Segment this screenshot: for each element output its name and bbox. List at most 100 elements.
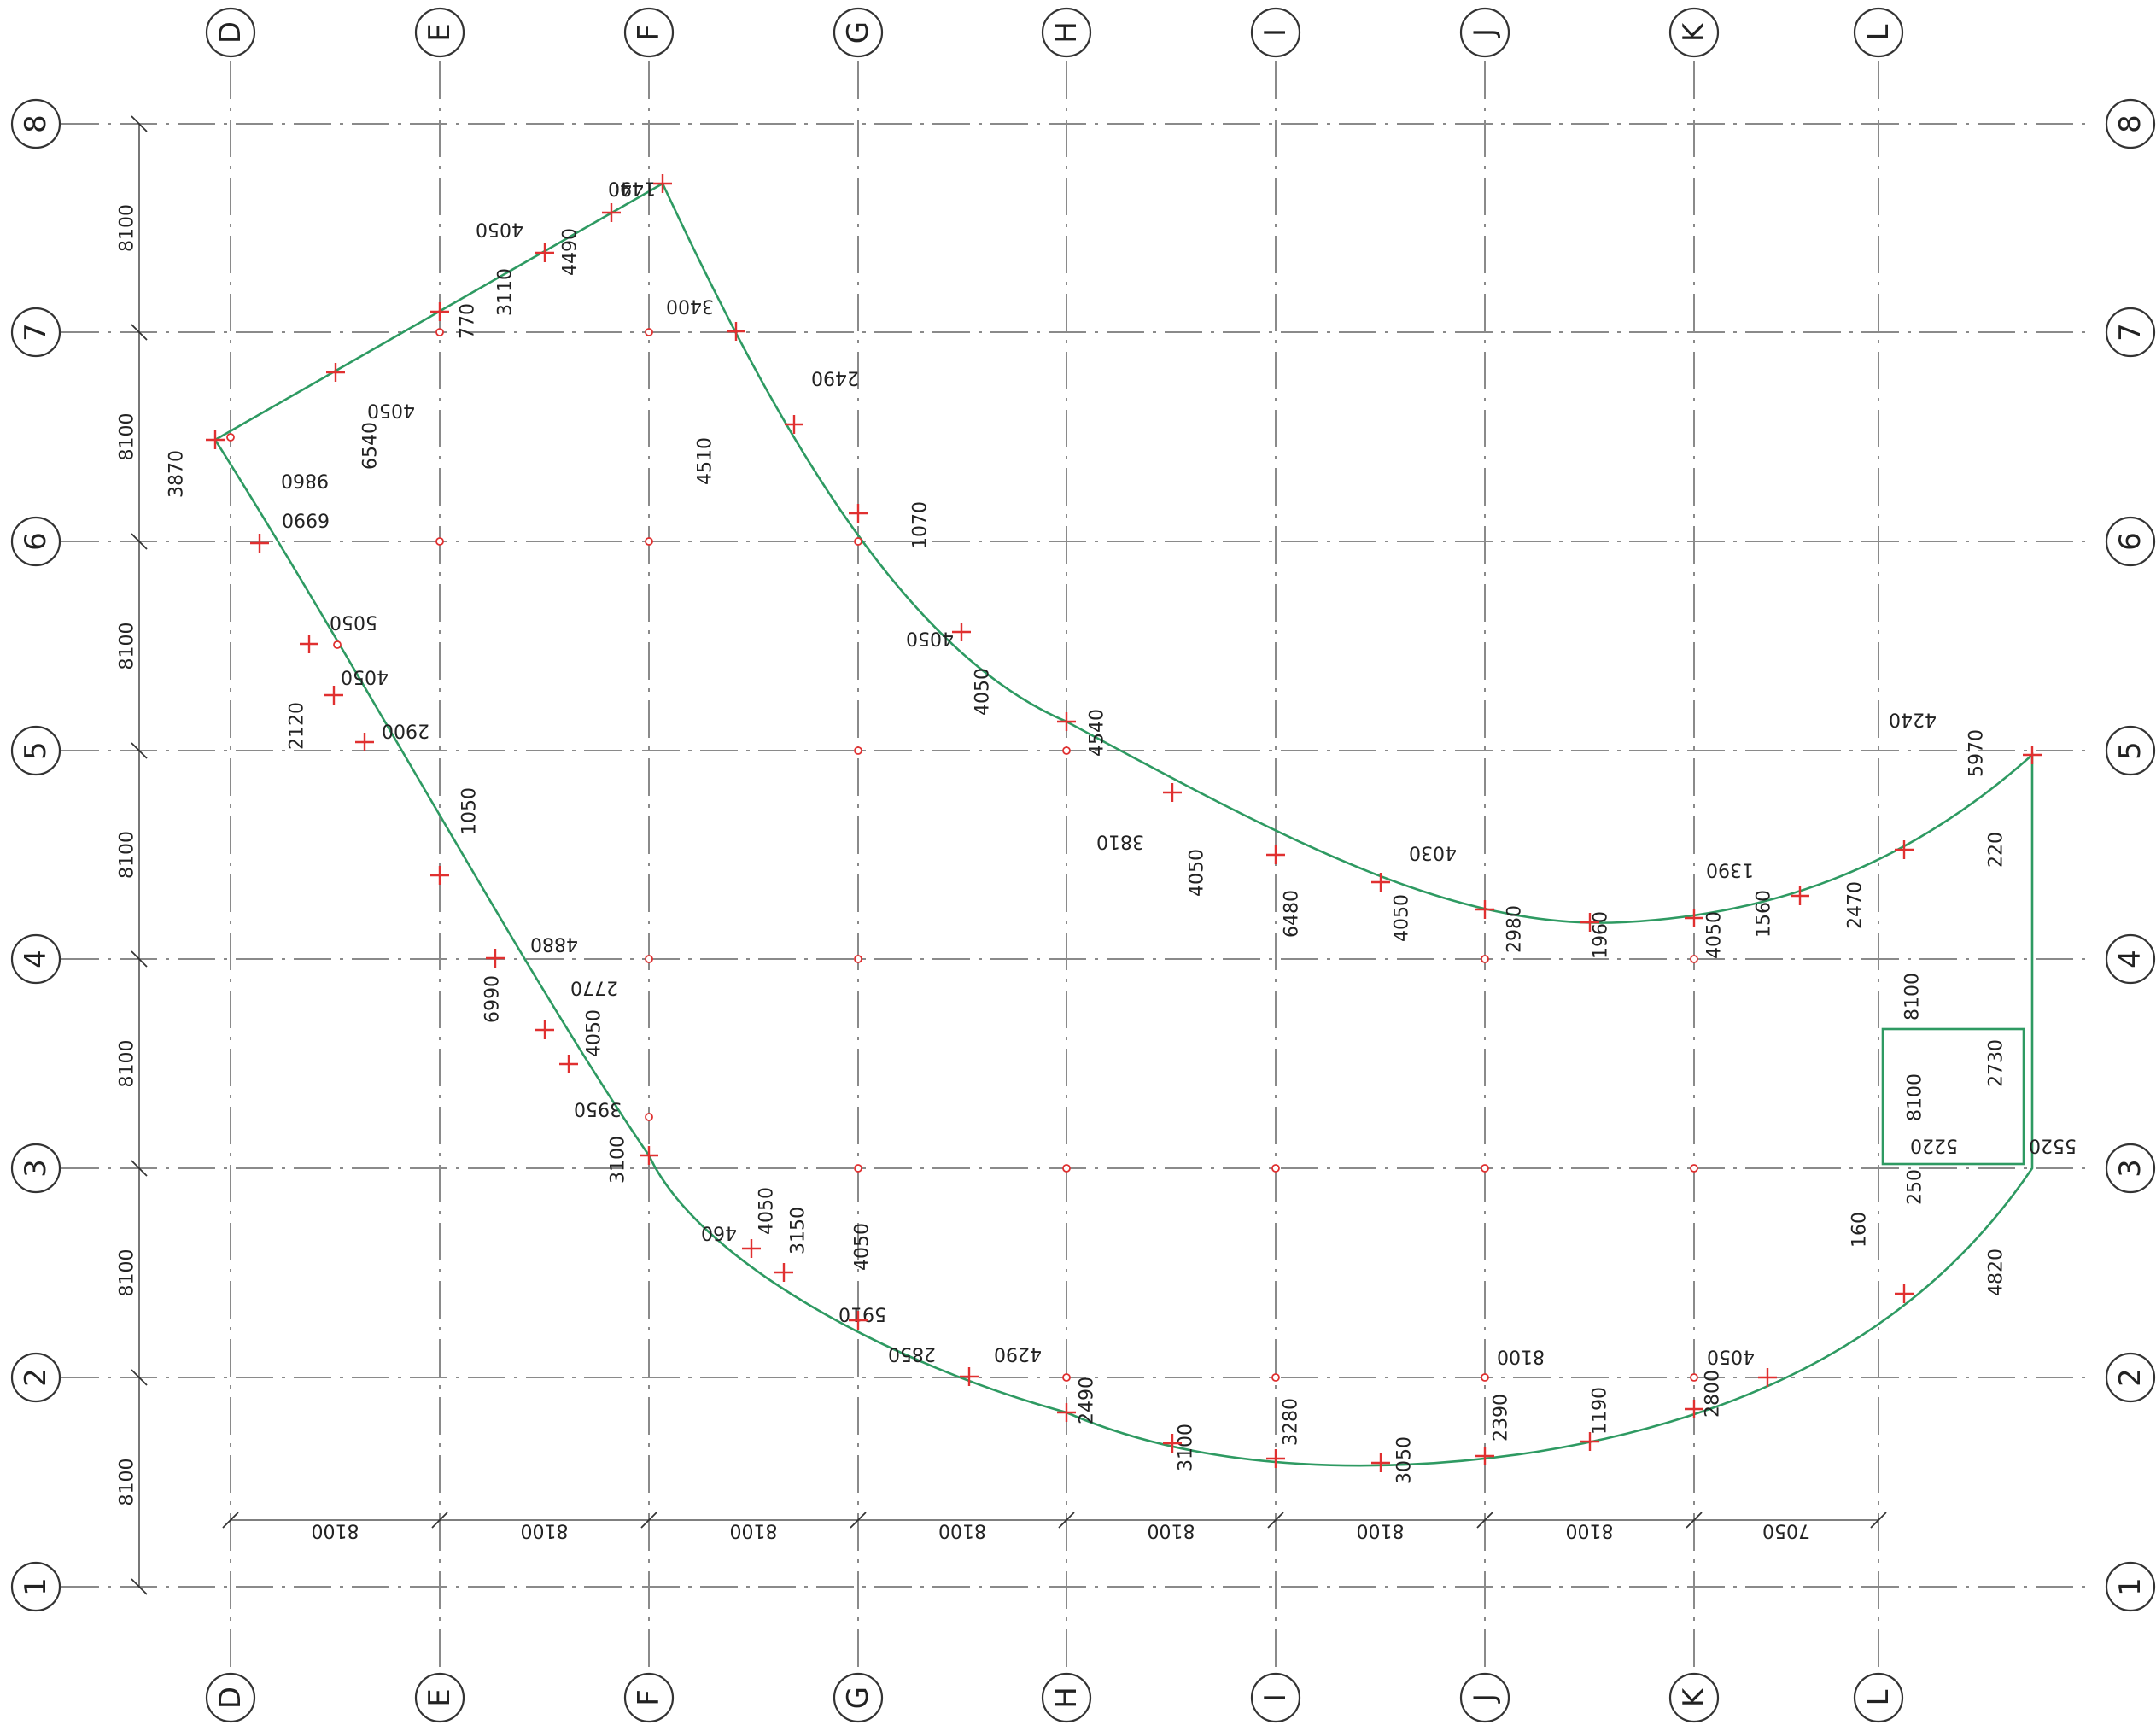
offset-dimension: 3280 [1281, 1398, 1302, 1446]
grid-bubble-G [833, 1672, 884, 1723]
offset-dimension: 8100 [1497, 1346, 1545, 1367]
bottom-span-tick [1870, 1512, 1887, 1529]
left-span-tick [131, 742, 148, 759]
offset-dimension: 1490 [608, 178, 656, 199]
grid-label-2: 2 [19, 1368, 53, 1387]
boundary-box [1881, 1027, 2025, 1166]
offset-dimension: 2800 [1703, 1370, 1724, 1418]
offset-dimension: 1440 [608, 178, 656, 199]
bottom-span-label: 8100 [938, 1520, 986, 1541]
grid-label-3: 3 [2113, 1159, 2147, 1178]
grid-node [1271, 1373, 1280, 1382]
offset-dimension: 3870 [167, 450, 188, 498]
offset-dimension: 2770 [570, 977, 618, 998]
grid-bubble-D [205, 7, 256, 58]
grid-bubble-I [1250, 7, 1301, 58]
grid-bubble-H [1041, 7, 1092, 58]
grid-lines [61, 61, 2092, 1670]
left-span-label: 8100 [117, 1040, 138, 1088]
offset-dimension: 1390 [1706, 859, 1754, 880]
grid-bubble-7 [2105, 307, 2156, 358]
left-span-label: 8100 [117, 413, 138, 461]
grid-bubble-6 [10, 516, 61, 567]
grid-label-H: H [1049, 21, 1084, 44]
grid-bubble-4 [2105, 933, 2156, 985]
grid-label-3: 3 [19, 1159, 53, 1178]
offset-dimension: 4030 [1409, 842, 1457, 863]
offset-dimension: 2470 [1845, 881, 1867, 929]
setting-out-points [206, 174, 2042, 1472]
grid-node [1690, 1164, 1698, 1173]
offset-dimension: 1070 [910, 501, 932, 549]
grid-label-5: 5 [2113, 741, 2147, 760]
offset-dimension: 2980 [1505, 905, 1526, 953]
offset-dimension: 4050 [852, 1223, 874, 1271]
offset-dimension: 4880 [530, 933, 578, 955]
offset-dimension: 9860 [281, 470, 329, 491]
grid-node [1062, 1164, 1071, 1173]
grid-bubble-5 [10, 725, 61, 776]
grid-node [226, 433, 235, 442]
offset-dimension: 160 [1849, 1212, 1871, 1248]
grid-label-E: E [423, 1688, 457, 1706]
left-span-tick [131, 1578, 148, 1595]
offset-dimension: 4050 [1704, 911, 1726, 959]
grid-bubble-E [414, 1672, 465, 1723]
grid-node [854, 955, 862, 963]
offset-dimension: 1050 [459, 787, 481, 835]
grid-label-4: 4 [19, 950, 53, 968]
offset-dimension: 2490 [1077, 1377, 1098, 1424]
grid-bubble-1 [2105, 1561, 2156, 1612]
bottom-span-label: 8100 [730, 1520, 778, 1541]
grid-node [1481, 1373, 1489, 1382]
offset-dimension: 3400 [666, 295, 714, 317]
left-span-tick [131, 1369, 148, 1386]
offset-dimension: 3810 [1096, 831, 1144, 852]
grid-label-D: D [213, 1687, 248, 1709]
grid-bubbles: D D E E F F G G H H I I J J K K L L 8 8 7 7 6 6 5 5 4 4 3 3 2 2 1 1 [10, 7, 2156, 1723]
bottom-span-tick [1058, 1512, 1075, 1529]
bottom-span-label: 8100 [312, 1520, 359, 1541]
left-span-label: 8100 [117, 831, 138, 879]
bottom-span-tick [640, 1512, 657, 1529]
bottom-span-tick [1686, 1512, 1703, 1529]
grid-label-1: 1 [19, 1577, 53, 1596]
offset-dimension: 4490 [560, 228, 581, 276]
offset-dimension: 4050 [367, 400, 415, 421]
grid-node [645, 537, 653, 546]
grid-label-L: L [1861, 1689, 1896, 1705]
grid-label-G: G [841, 1687, 875, 1709]
grid-node [1062, 746, 1071, 755]
grid-bubble-L [1853, 1672, 1904, 1723]
grid-bubble-H [1041, 1672, 1092, 1723]
dimension-annotations: 8100 8100 8100 8100 8100 8100 8100 7050 8100 8100… [117, 115, 2077, 1595]
grid-bubble-2 [10, 1352, 61, 1403]
grid-bubble-7 [10, 307, 61, 358]
grid-bubble-D [205, 1672, 256, 1723]
grid-node [333, 640, 342, 649]
grid-label-I: I [1259, 1693, 1293, 1702]
grid-bubble-4 [10, 933, 61, 985]
grid-label-6: 6 [2113, 532, 2147, 551]
grid-label-7: 7 [2113, 323, 2147, 342]
offset-dimension: 2390 [1491, 1394, 1512, 1442]
offset-dimension: 460 [701, 1222, 737, 1243]
bottom-span-label: 8100 [1566, 1520, 1614, 1541]
offset-dimension: 4050 [584, 1009, 605, 1057]
grid-bubble-8 [10, 98, 61, 149]
left-span-tick [131, 1160, 148, 1177]
grid-bubble-6 [2105, 516, 2156, 567]
grid-label-2: 2 [2113, 1368, 2147, 1387]
offset-dimension: 2490 [811, 367, 859, 389]
grid-bubble-F [623, 1672, 675, 1723]
left-span-tick [131, 324, 148, 341]
grid-label-K: K [1677, 21, 1711, 42]
offset-dimension: 6540 [360, 422, 382, 470]
slab-boundary [213, 182, 2034, 1467]
grid-label-I: I [1259, 28, 1293, 37]
grid-label-G: G [841, 21, 875, 44]
bottom-span-label: 8100 [521, 1520, 569, 1541]
offset-dimension: 4050 [341, 666, 389, 687]
offset-dimension: 3150 [788, 1207, 809, 1254]
offset-dimension: 5220 [1910, 1135, 1958, 1156]
